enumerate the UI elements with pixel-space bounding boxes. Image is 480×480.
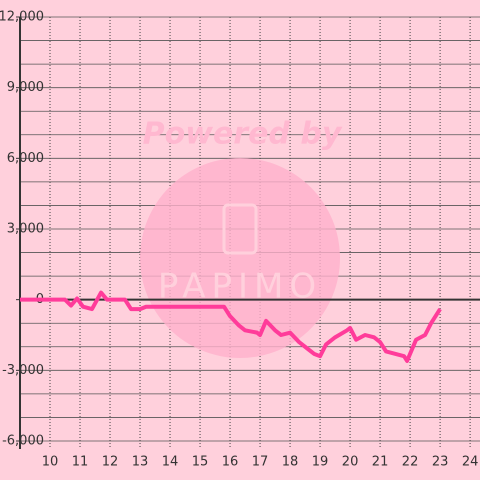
- x-tick-label: 16: [222, 455, 239, 470]
- x-tick-label: 11: [72, 455, 89, 470]
- y-tick-label: -3,000: [2, 363, 44, 378]
- watermark-text: Powered by: [143, 117, 343, 152]
- x-tick-label: 21: [372, 455, 389, 470]
- y-tick-label: 3,000: [7, 222, 44, 237]
- x-tick-label: 24: [462, 455, 479, 470]
- x-tick-label: 23: [432, 455, 449, 470]
- watermark-icon: [222, 203, 258, 255]
- x-tick-label: 17: [252, 455, 269, 470]
- y-tick-label: 9,000: [7, 80, 44, 95]
- line: [20, 290, 442, 363]
- x-tick-label: 18: [282, 455, 299, 470]
- x-tick-label: 15: [192, 455, 209, 470]
- x-tick-label: 10: [42, 455, 59, 470]
- x-tick-label: 13: [132, 455, 149, 470]
- y-tick-label: -6,000: [2, 434, 44, 449]
- x-tick-label: 22: [402, 455, 419, 470]
- x-tick-label: 12: [102, 455, 119, 470]
- x-tick-label: 14: [162, 455, 179, 470]
- x-tick-label: 20: [342, 455, 359, 470]
- y-tick-label: 6,000: [7, 151, 44, 166]
- y-tick-label: 12,000: [0, 10, 44, 25]
- x-tick-label: 19: [312, 455, 329, 470]
